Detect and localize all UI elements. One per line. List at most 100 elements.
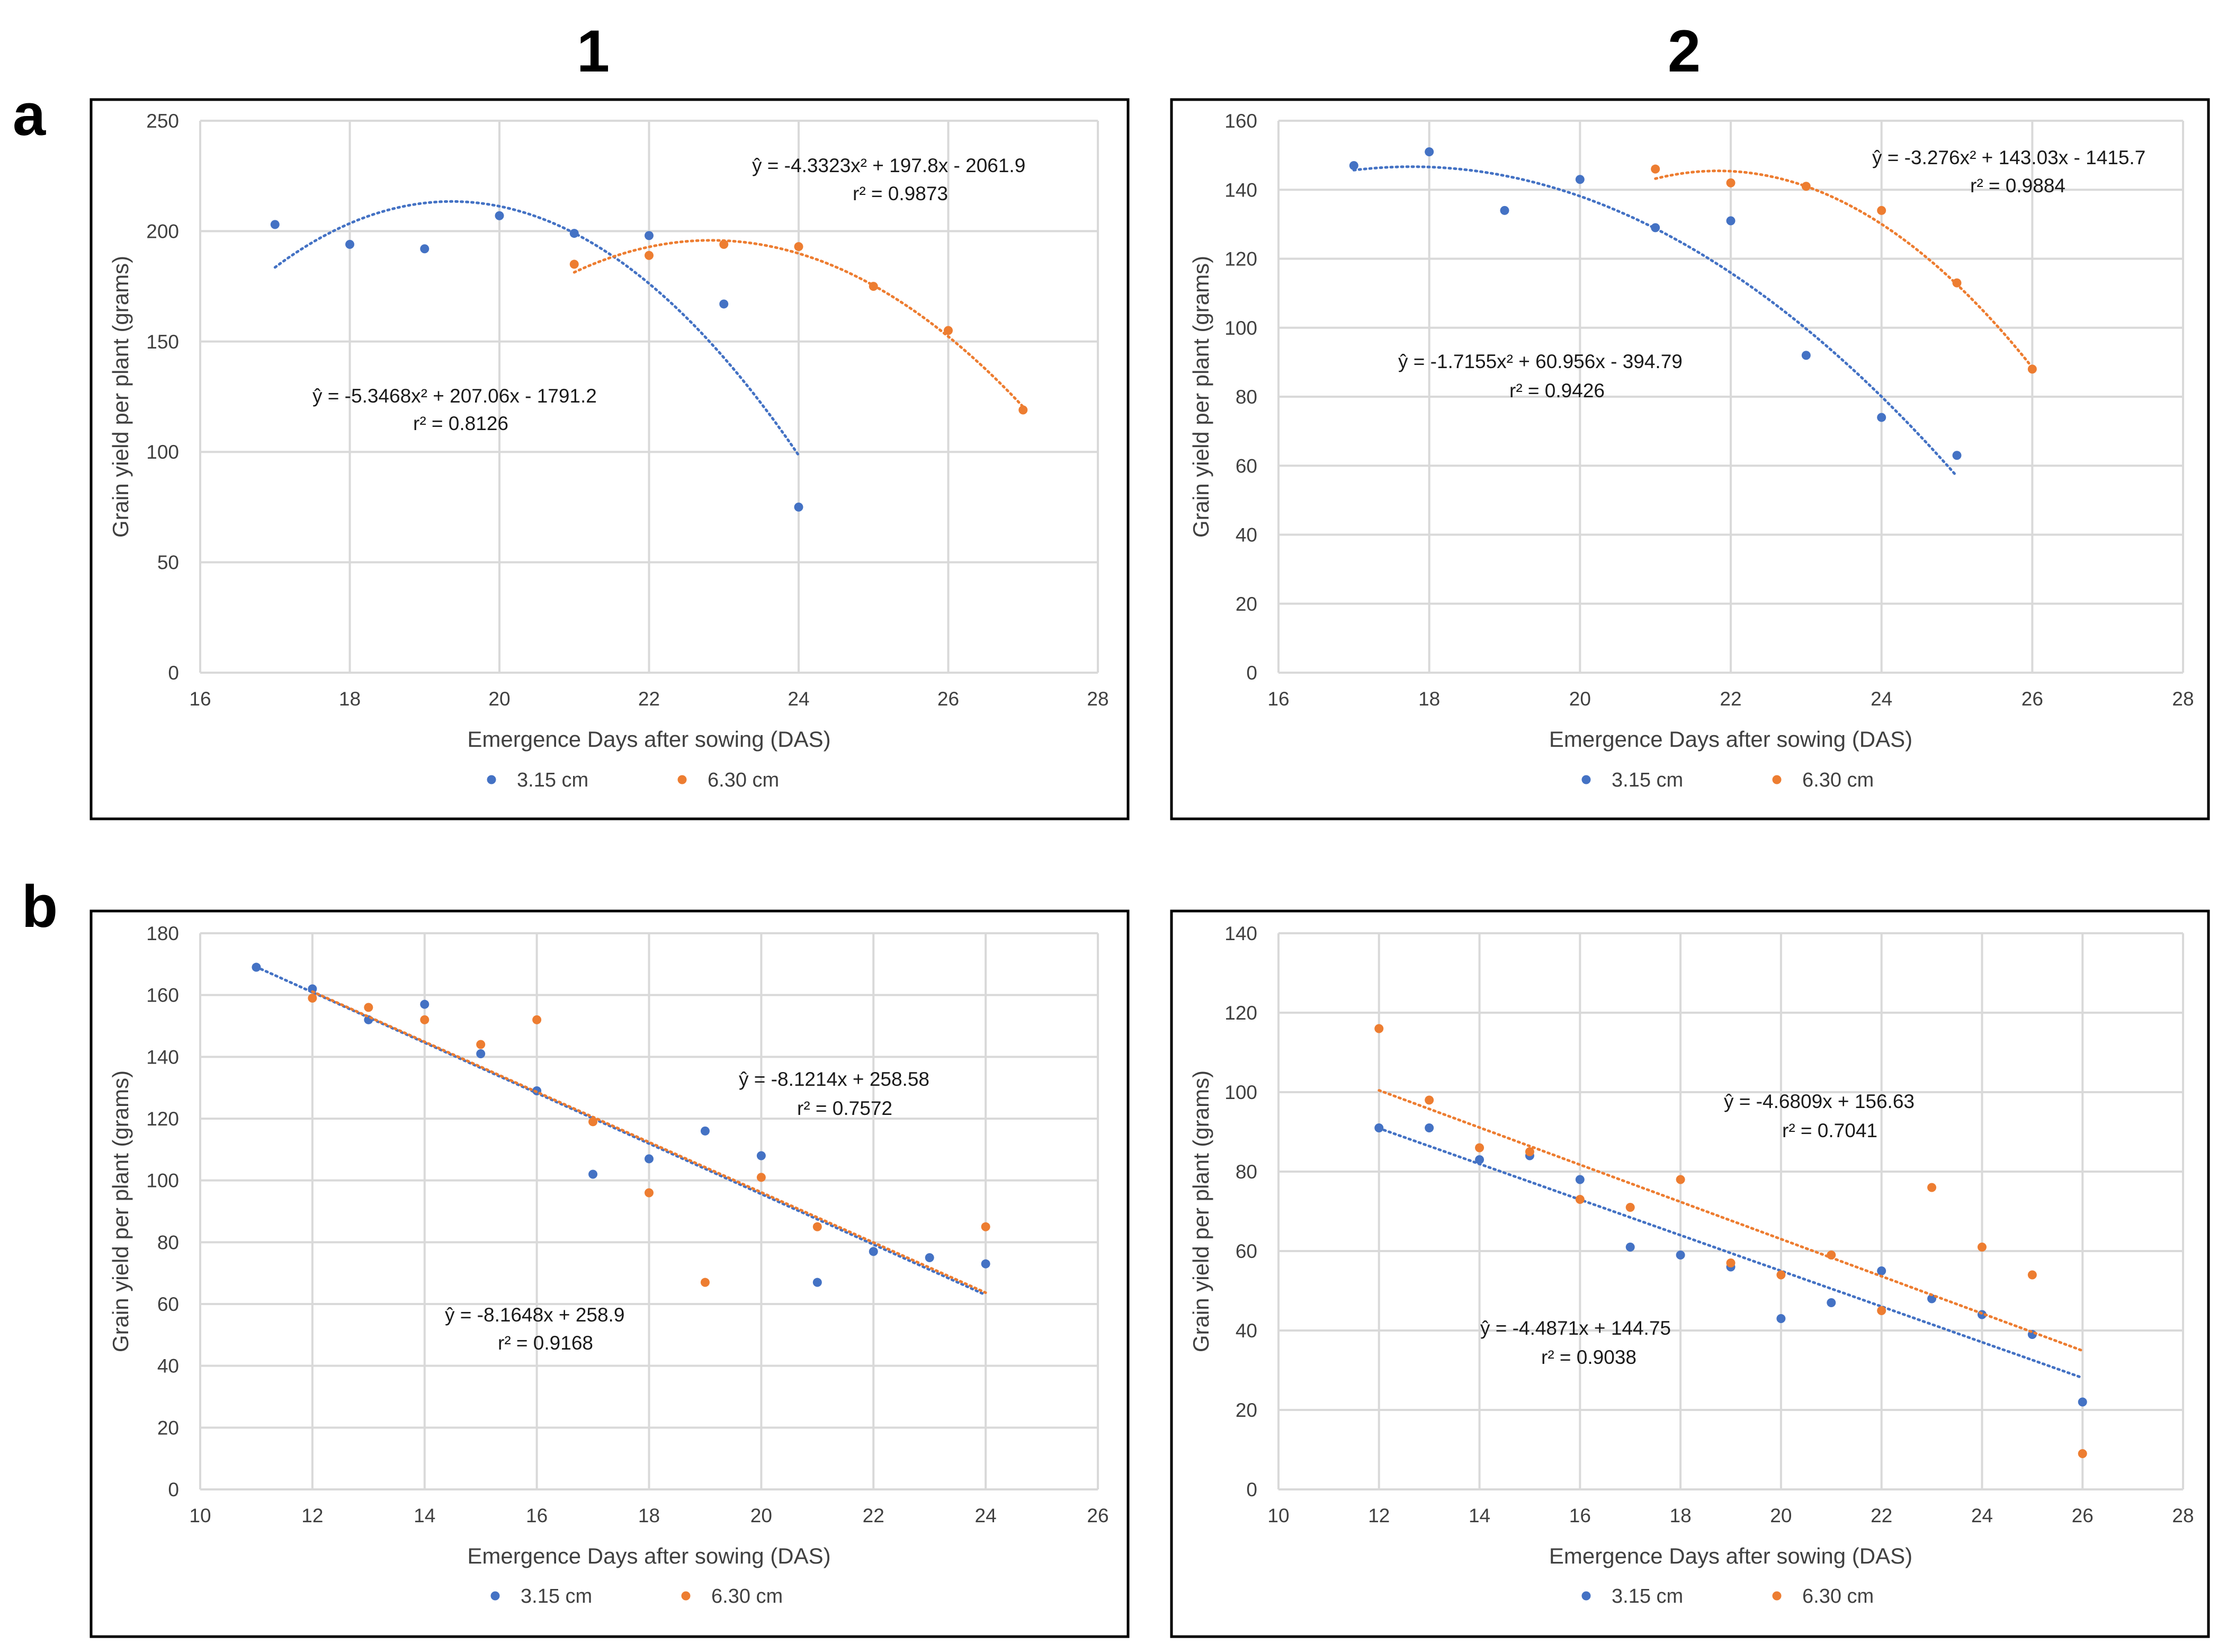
y-tick-label: 20	[1236, 593, 1257, 615]
data-point-series-a	[420, 999, 430, 1009]
trendline-series-b	[311, 990, 987, 1294]
panel-frame	[1170, 98, 2210, 820]
y-axis-title: Grain yield per plant (grams)	[1188, 1070, 1213, 1352]
data-point-series-b	[1676, 1175, 1685, 1184]
y-tick-label: 60	[1236, 455, 1257, 477]
data-point-series-b	[1475, 1143, 1484, 1153]
y-tick-label: 80	[1236, 386, 1257, 408]
data-point-series-a	[794, 502, 803, 512]
legend-marker	[490, 1591, 500, 1601]
y-tick-label: 140	[146, 1046, 179, 1068]
x-axis-title: Emergence Days after sowing (DAS)	[467, 727, 830, 752]
legend-label: 6.30 cm	[708, 769, 779, 791]
y-axis-title: Grain yield per plant (grams)	[1188, 256, 1213, 538]
data-point-series-a	[1575, 175, 1585, 184]
y-tick-label: 140	[1224, 179, 1257, 201]
legend-marker	[677, 775, 687, 784]
regression-equation: ŷ = -4.6809x + 156.63	[1724, 1091, 1915, 1112]
chart-panel-a1: 16 18 20 22 24 26 28 0 50 100 150 200 250 Emergence D…	[90, 98, 1130, 820]
y-tick-label: 100	[146, 1170, 179, 1192]
y-tick-label: 20	[157, 1417, 179, 1439]
data-point-series-a	[925, 1253, 934, 1262]
data-point-series-b	[308, 994, 317, 1003]
data-point-series-a	[1827, 1298, 1836, 1307]
x-axis-title: Emergence Days after sowing (DAS)	[467, 1543, 830, 1568]
data-point-series-a	[1475, 1155, 1484, 1164]
regression-equation: ŷ = -4.4871x + 144.75	[1480, 1317, 1671, 1339]
r-squared-label: r² = 0.9873	[853, 183, 948, 204]
data-point-series-b	[1801, 182, 1811, 191]
data-point-series-a	[981, 1259, 990, 1269]
r-squared-label: r² = 0.9038	[1541, 1346, 1636, 1368]
trendline-series-b	[1378, 1089, 2084, 1352]
regression-equation: ŷ = -1.7155x² + 60.956x - 394.79	[1398, 351, 1683, 372]
data-point-series-a	[252, 962, 261, 972]
chart-panel-b2: 10 12 14 16 18 20 22 24 26 28 0 20 40 60 80 100 120 140 Em…	[1170, 909, 2210, 1638]
y-tick-label: 160	[146, 985, 179, 1006]
x-tick-label: 16	[1267, 688, 1289, 710]
data-point-series-b	[700, 1278, 710, 1287]
r-squared-label: r² = 0.7572	[797, 1097, 892, 1119]
legend-label: 3.15 cm	[521, 1585, 592, 1608]
y-tick-label: 0	[168, 662, 179, 684]
r-squared-label: r² = 0.7041	[1782, 1120, 1877, 1141]
data-point-series-a	[1500, 206, 1509, 215]
x-tick-label: 18	[638, 1505, 660, 1526]
chart-panel-a2: 16 18 20 22 24 26 28 0 20 40 60 80 100 120 140 160 Emerg…	[1170, 98, 2210, 820]
legend-label: 3.15 cm	[1612, 1585, 1683, 1608]
y-tick-label: 50	[157, 552, 179, 574]
data-point-series-a	[719, 299, 729, 309]
data-point-series-b	[1726, 1258, 1736, 1267]
legend-label: 6.30 cm	[1802, 1585, 1874, 1608]
x-tick-label: 20	[488, 688, 510, 710]
x-tick-label: 26	[2022, 688, 2043, 710]
data-point-series-b	[1952, 278, 1962, 288]
data-point-series-b	[944, 326, 953, 335]
y-tick-label: 140	[1224, 923, 1257, 944]
y-tick-label: 80	[1236, 1161, 1257, 1183]
data-point-series-b	[1776, 1270, 1786, 1280]
legend-marker	[681, 1591, 691, 1601]
data-point-series-a	[1625, 1243, 1635, 1252]
data-point-series-a	[270, 220, 280, 229]
y-tick-label: 150	[146, 331, 179, 353]
trendline-series-a	[1378, 1127, 2084, 1379]
data-point-series-b	[2027, 364, 2037, 374]
data-point-series-a	[1349, 161, 1358, 171]
data-point-series-b	[532, 1015, 542, 1024]
data-point-series-b	[869, 282, 878, 291]
data-point-series-a	[476, 1049, 486, 1058]
data-point-series-a	[1651, 223, 1660, 233]
regression-equation: ŷ = -5.3468x² + 207.06x - 1791.2	[312, 385, 597, 407]
column-label-1: 1	[577, 18, 610, 84]
data-point-series-a	[1425, 147, 1434, 157]
data-point-series-a	[1575, 1175, 1585, 1184]
y-tick-label: 100	[1224, 317, 1257, 339]
x-tick-label: 22	[863, 1505, 884, 1526]
legend-label: 6.30 cm	[1802, 769, 1874, 791]
y-tick-label: 120	[1224, 248, 1257, 270]
y-tick-label: 40	[1236, 1320, 1257, 1342]
data-point-series-b	[2078, 1449, 2087, 1458]
data-point-series-a	[345, 239, 354, 249]
data-point-series-b	[1877, 1306, 1886, 1315]
data-point-series-a	[700, 1126, 710, 1136]
data-point-series-b	[1525, 1147, 1534, 1156]
x-tick-label: 24	[788, 688, 809, 710]
x-tick-label: 18	[339, 688, 361, 710]
regression-equation: ŷ = -8.1648x + 258.9	[445, 1304, 624, 1326]
data-point-series-b	[1374, 1024, 1384, 1033]
data-point-series-b	[420, 1015, 430, 1024]
x-tick-label: 28	[2172, 1505, 2194, 1526]
x-tick-label: 14	[1469, 1505, 1490, 1526]
legend-marker	[1772, 1591, 1782, 1601]
data-point-series-b	[719, 239, 729, 249]
data-point-series-a	[1877, 1266, 1886, 1275]
data-point-series-a	[1374, 1123, 1384, 1132]
x-tick-label: 10	[189, 1505, 211, 1526]
x-tick-label: 22	[1720, 688, 1741, 710]
y-tick-label: 250	[146, 110, 179, 132]
data-point-series-a	[420, 244, 430, 254]
x-tick-label: 28	[1087, 688, 1108, 710]
